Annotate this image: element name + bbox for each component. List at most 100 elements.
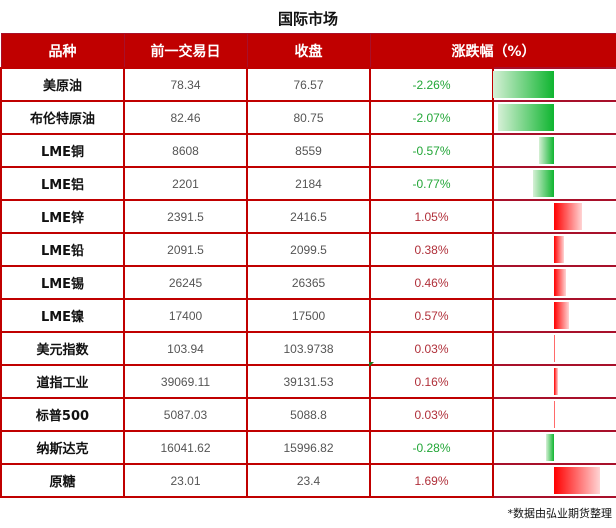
cell-change: 1.69%: [369, 463, 494, 498]
cell-name: LME铅: [0, 232, 125, 267]
cell-prev: 2201: [123, 166, 248, 201]
table-row: LME铜 8608 8559 -0.57%: [0, 133, 616, 168]
cell-change: 0.57%: [369, 298, 494, 333]
header-prev: 前一交易日: [123, 33, 248, 69]
market-table: 品种 前一交易日 收盘 涨跌幅（%） 美原油 78.34 76.57 -2.26% 布伦…: [0, 33, 616, 498]
cell-prev: 82.46: [123, 100, 248, 135]
negative-bar: [546, 434, 554, 461]
positive-bar: [554, 467, 600, 494]
table-row: 美元指数 103.94 103.9738 0.03%: [0, 331, 616, 366]
cell-bar: [492, 397, 616, 432]
header-close: 收盘: [246, 33, 371, 69]
table-row: LME镍 17400 17500 0.57%: [0, 298, 616, 333]
cell-close: 8559: [246, 133, 371, 168]
table-row: LME铝 2201 2184 -0.77%: [0, 166, 616, 201]
cell-change: 0.46%: [369, 265, 494, 300]
cell-name: 美原油: [0, 67, 125, 102]
table-row: 道指工业 39069.11 39131.53 0.16%: [0, 364, 616, 399]
cell-prev: 8608: [123, 133, 248, 168]
cell-change: -0.57%: [369, 133, 494, 168]
positive-bar: [554, 401, 555, 428]
cell-change: 1.05%: [369, 199, 494, 234]
positive-bar: [554, 203, 583, 230]
cell-name: LME锌: [0, 199, 125, 234]
cell-prev: 39069.11: [123, 364, 248, 399]
cell-change: -2.26%: [369, 67, 494, 102]
table-row: LME铅 2091.5 2099.5 0.38%: [0, 232, 616, 267]
table-row: 美原油 78.34 76.57 -2.26%: [0, 67, 616, 102]
cell-name: 标普500: [0, 397, 125, 432]
cell-prev: 26245: [123, 265, 248, 300]
cell-close: 80.75: [246, 100, 371, 135]
header-name: 品种: [0, 33, 125, 69]
cell-name: LME锡: [0, 265, 125, 300]
cell-close: 39131.53: [246, 364, 371, 399]
cell-prev: 2391.5: [123, 199, 248, 234]
cell-change: 0.16%: [369, 364, 494, 399]
table-row: 纳斯达克 16041.62 15996.82 -0.28%: [0, 430, 616, 465]
cell-prev: 78.34: [123, 67, 248, 102]
cell-bar: [492, 430, 616, 465]
table-row: 布伦特原油 82.46 80.75 -2.07%: [0, 100, 616, 135]
cell-close: 103.9738: [246, 331, 371, 366]
table-row: LME锌 2391.5 2416.5 1.05%: [0, 199, 616, 234]
footnote: *数据由弘业期货整理: [507, 507, 613, 520]
positive-bar: [554, 368, 559, 395]
table-row: 原糖 23.01 23.4 1.69%: [0, 463, 616, 498]
cell-name: LME镍: [0, 298, 125, 333]
cell-close: 2416.5: [246, 199, 371, 234]
cell-close: 76.57: [246, 67, 371, 102]
cell-name: 纳斯达克: [0, 430, 125, 465]
cell-prev: 2091.5: [123, 232, 248, 267]
cell-bar: [492, 67, 616, 102]
cell-prev: 17400: [123, 298, 248, 333]
cell-name: LME铝: [0, 166, 125, 201]
cell-change: 0.03%: [369, 331, 494, 366]
cell-bar: [492, 100, 616, 135]
cell-close: 23.4: [246, 463, 371, 498]
cell-close: 17500: [246, 298, 371, 333]
negative-bar: [533, 170, 554, 197]
cell-close: 2099.5: [246, 232, 371, 267]
cell-change: -0.77%: [369, 166, 494, 201]
cell-change: 0.38%: [369, 232, 494, 267]
cell-prev: 103.94: [123, 331, 248, 366]
cell-bar: [492, 232, 616, 267]
negative-bar: [492, 71, 554, 98]
negative-bar: [498, 104, 554, 131]
cell-bar: [492, 364, 616, 399]
cell-comment-marker: [369, 362, 374, 367]
negative-bar: [538, 137, 554, 164]
cell-prev: 5087.03: [123, 397, 248, 432]
cell-close: 15996.82: [246, 430, 371, 465]
cell-name: 原糖: [0, 463, 125, 498]
cell-bar: [492, 331, 616, 366]
cell-bar: [492, 199, 616, 234]
positive-bar: [554, 236, 565, 263]
cell-name: 美元指数: [0, 331, 125, 366]
header-row: 品种 前一交易日 收盘 涨跌幅（%）: [0, 33, 616, 69]
cell-bar: [492, 265, 616, 300]
positive-bar: [554, 269, 567, 296]
cell-close: 5088.8: [246, 397, 371, 432]
positive-bar: [554, 335, 555, 362]
cell-prev: 16041.62: [123, 430, 248, 465]
positive-bar: [554, 302, 570, 329]
cell-change: -0.28%: [369, 430, 494, 465]
table-row: LME锡 26245 26365 0.46%: [0, 265, 616, 300]
cell-close: 26365: [246, 265, 371, 300]
header-change: 涨跌幅（%）: [369, 33, 616, 69]
cell-change: 0.03%: [369, 397, 494, 432]
cell-bar: [492, 166, 616, 201]
cell-close: 2184: [246, 166, 371, 201]
table-title: 国际市场: [277, 10, 338, 28]
cell-bar: [492, 298, 616, 333]
cell-name: LME铜: [0, 133, 125, 168]
cell-bar: [492, 133, 616, 168]
cell-bar: [492, 463, 616, 498]
cell-name: 布伦特原油: [0, 100, 125, 135]
table-row: 标普500 5087.03 5088.8 0.03%: [0, 397, 616, 432]
cell-prev: 23.01: [123, 463, 248, 498]
cell-change: -2.07%: [369, 100, 494, 135]
cell-name: 道指工业: [0, 364, 125, 399]
